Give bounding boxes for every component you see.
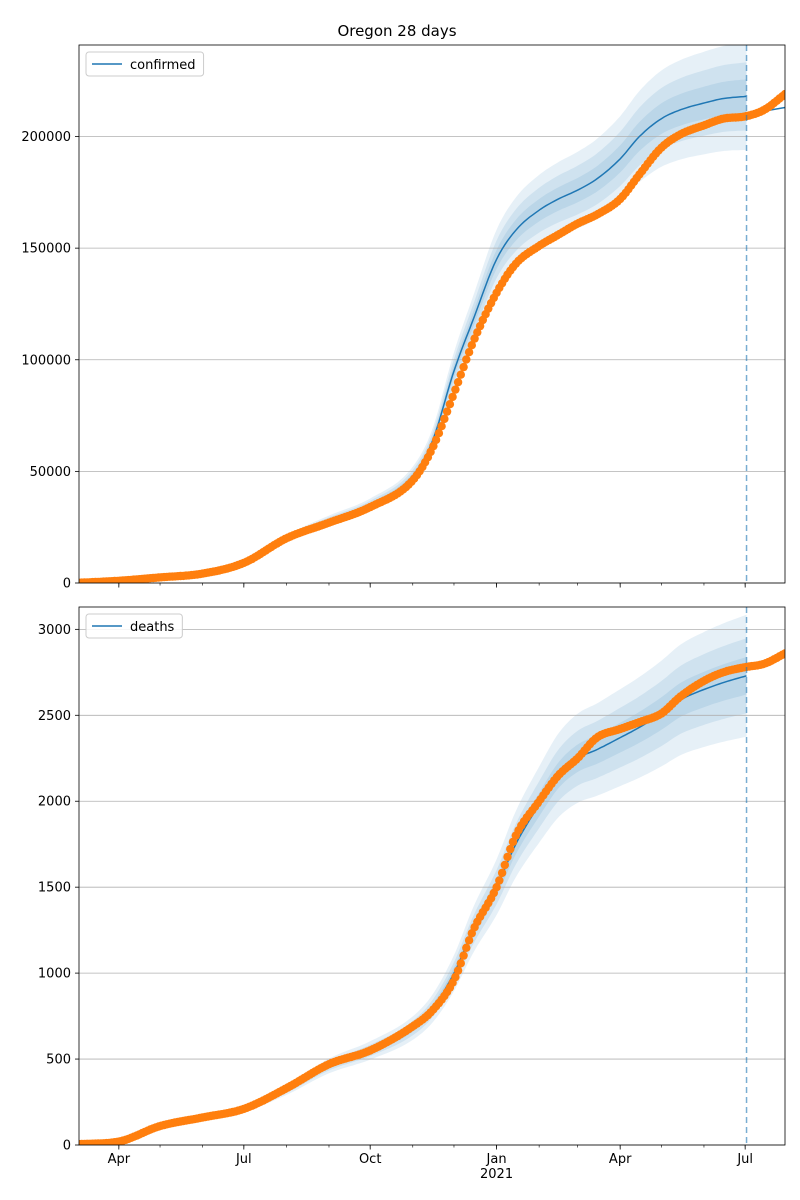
confirmed-observed-point	[440, 414, 449, 424]
confirmed-observed-point	[464, 348, 474, 357]
deaths-x-tick-label: Jul	[736, 1152, 753, 1167]
deaths-y-tick-label: 0	[63, 1139, 71, 1154]
deaths-x-tick-label: Apr	[609, 1152, 632, 1167]
deaths-y-tick-label: 3000	[38, 623, 71, 638]
deaths-uncertainty-bands	[79, 614, 747, 1145]
deaths-y-tick-label: 1500	[38, 881, 71, 896]
confirmed-y-tick-label: 100000	[21, 353, 71, 368]
confirmed-legend-label: confirmed	[130, 58, 196, 73]
confirmed-band-1	[79, 45, 747, 583]
deaths-x-tick-label: Jan	[486, 1152, 507, 1167]
confirmed-observed-point	[470, 334, 479, 343]
deaths-observed-point	[500, 860, 509, 870]
confirmed-observed-point	[467, 341, 476, 350]
confirmed-observed-point	[434, 429, 444, 438]
deaths-y-tick-label: 2500	[38, 709, 71, 724]
confirmed-observed-point	[459, 362, 468, 372]
confirmed-legend: confirmed	[85, 51, 205, 77]
confirmed-observed-point	[445, 400, 455, 409]
deaths-panel: 0 500 1000 1500 2000 2500 3000 Apr Jul Oct Jan Apr J…	[38, 606, 786, 1182]
deaths-observed-points	[79, 649, 785, 1145]
deaths-band-3	[79, 657, 747, 1145]
deaths-legend-box	[85, 613, 183, 639]
confirmed-observed-point	[442, 407, 452, 416]
deaths-observed-point	[464, 936, 474, 945]
deaths-x-tick-label: Apr	[108, 1152, 131, 1167]
deaths-band-1	[79, 614, 747, 1145]
deaths-observed-point	[456, 959, 465, 968]
deaths-observed-point	[506, 844, 515, 854]
deaths-band-2	[79, 638, 747, 1145]
figure-title: Oregon 28 days	[337, 22, 456, 40]
confirmed-observed-point	[431, 435, 441, 445]
deaths-x-year-label: 2021	[480, 1167, 513, 1182]
confirmed-band-2	[79, 62, 747, 583]
deaths-axes-frame	[78, 606, 786, 1146]
confirmed-legend-box	[85, 51, 205, 77]
confirmed-uncertainty-bands	[79, 45, 747, 583]
confirmed-axes: 0 50000 100000 150000 200000	[21, 44, 786, 592]
deaths-legend: deaths	[85, 613, 183, 639]
deaths-observed-point	[503, 852, 512, 862]
deaths-y-tick-label: 1000	[38, 967, 71, 982]
deaths-observed-point	[495, 876, 504, 885]
confirmed-observed-point	[451, 385, 460, 394]
confirmed-y-tick-label: 150000	[21, 242, 71, 257]
confirmed-y-tick-label: 50000	[30, 465, 71, 480]
deaths-observed-point	[780, 649, 785, 658]
confirmed-observed-points	[79, 89, 785, 583]
confirmed-axes-frame	[78, 44, 786, 584]
confirmed-observed-point	[448, 392, 457, 402]
deaths-y-tick-label: 500	[46, 1053, 71, 1068]
deaths-observed-point	[492, 883, 501, 892]
confirmed-observed-point	[453, 378, 463, 387]
confirmed-observed-point	[437, 422, 446, 431]
confirmed-observed-point	[456, 370, 465, 379]
deaths-axes: 0 500 1000 1500 2000 2500 3000 Apr Jul Oct Jan Apr J…	[38, 606, 786, 1182]
deaths-observed-point	[451, 972, 460, 982]
deaths-legend-label: deaths	[130, 620, 175, 635]
confirmed-observed-point	[780, 89, 785, 99]
deaths-observed-point	[508, 837, 518, 847]
deaths-y-tick-label: 2000	[38, 795, 71, 810]
confirmed-panel: 0 50000 100000 150000 200000 confirmed	[21, 44, 786, 592]
confirmed-observed-point	[462, 355, 471, 364]
deaths-observed-point	[462, 943, 471, 952]
deaths-x-tick-label: Oct	[359, 1152, 381, 1167]
confirmed-y-tick-label: 200000	[21, 130, 71, 145]
deaths-observed-point	[459, 951, 468, 960]
confirmed-y-tick-label: 0	[63, 577, 71, 592]
deaths-observed-point	[453, 966, 463, 975]
deaths-x-tick-label: Jul	[235, 1152, 252, 1167]
deaths-observed-point	[497, 868, 507, 878]
